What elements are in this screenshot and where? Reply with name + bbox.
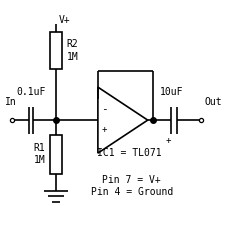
Text: +: + (165, 136, 171, 145)
Text: 0.1uF: 0.1uF (16, 87, 46, 97)
Text: 1M: 1M (33, 156, 45, 166)
Text: Pin 4 = Ground: Pin 4 = Ground (90, 187, 172, 197)
Text: +: + (102, 126, 107, 134)
Text: 10uF: 10uF (160, 87, 183, 97)
Bar (49, 135, 62, 174)
Text: Pin 7 = V+: Pin 7 = V+ (102, 175, 161, 185)
Text: Out: Out (204, 97, 221, 107)
Text: R2: R2 (67, 39, 78, 49)
Text: 1M: 1M (67, 52, 78, 62)
Text: V+: V+ (58, 15, 70, 25)
Text: R1: R1 (33, 143, 45, 153)
Text: In: In (5, 97, 16, 107)
Text: -: - (101, 104, 108, 114)
Text: IC1 = TL071: IC1 = TL071 (97, 148, 161, 158)
Bar (49, 32, 62, 69)
